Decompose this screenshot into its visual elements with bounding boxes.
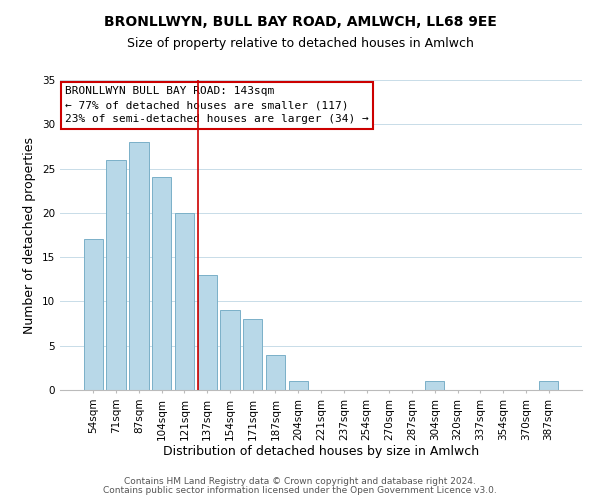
Bar: [84, 240, 103, 390]
Text: Contains HM Land Registry data © Crown copyright and database right 2024.: Contains HM Land Registry data © Crown c…: [124, 477, 476, 486]
Bar: [243, 319, 262, 390]
Text: Size of property relative to detached houses in Amlwch: Size of property relative to detached ho…: [127, 38, 473, 51]
Bar: [266, 354, 285, 390]
Bar: [539, 381, 558, 390]
Bar: [106, 160, 126, 390]
Bar: [220, 310, 239, 390]
Bar: [289, 381, 308, 390]
Text: BRONLLWYN, BULL BAY ROAD, AMLWCH, LL68 9EE: BRONLLWYN, BULL BAY ROAD, AMLWCH, LL68 9…: [104, 15, 496, 29]
Bar: [129, 142, 149, 390]
Bar: [425, 381, 445, 390]
Y-axis label: Number of detached properties: Number of detached properties: [23, 136, 37, 334]
Text: Contains public sector information licensed under the Open Government Licence v3: Contains public sector information licen…: [103, 486, 497, 495]
Text: BRONLLWYN BULL BAY ROAD: 143sqm
← 77% of detached houses are smaller (117)
23% o: BRONLLWYN BULL BAY ROAD: 143sqm ← 77% of…: [65, 86, 369, 124]
Bar: [152, 178, 172, 390]
Bar: [175, 213, 194, 390]
Bar: [197, 275, 217, 390]
X-axis label: Distribution of detached houses by size in Amlwch: Distribution of detached houses by size …: [163, 446, 479, 458]
